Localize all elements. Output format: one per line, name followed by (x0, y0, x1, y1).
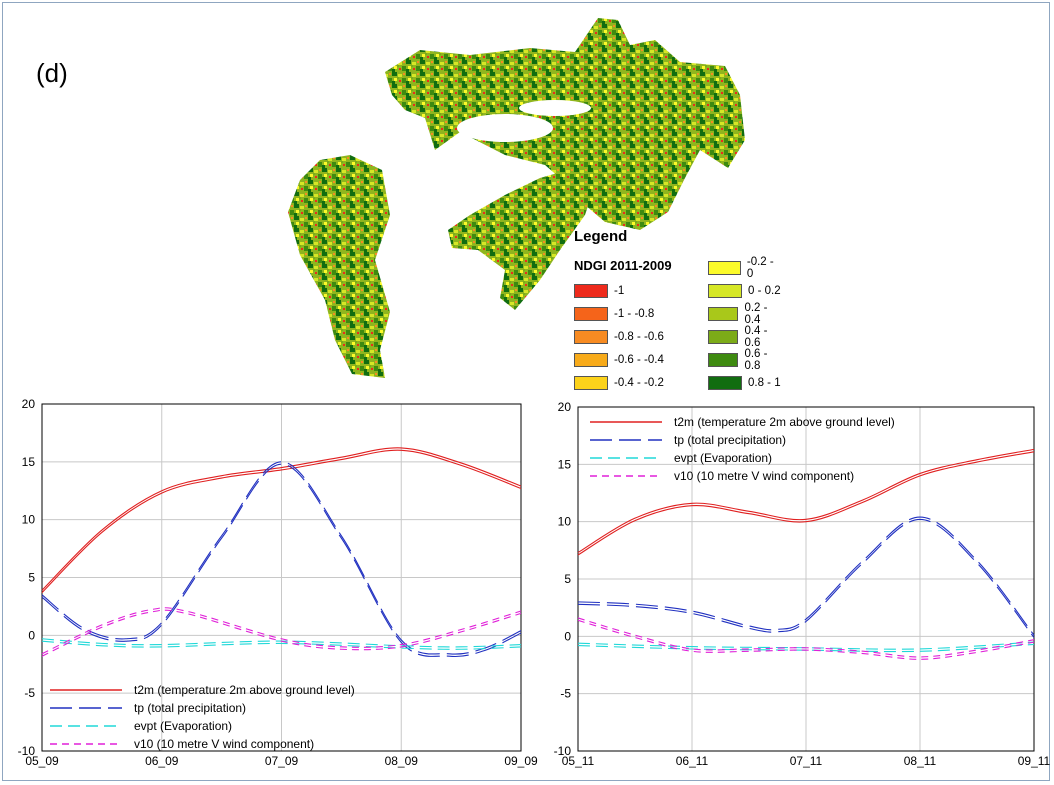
legend-label: -0.6 - -0.4 (614, 354, 664, 366)
legend-label: -1 - -0.8 (614, 308, 655, 320)
y-tick-label: 20 (558, 400, 572, 414)
x-tick-label: 06_09 (145, 754, 179, 768)
series-line (41, 607, 522, 655)
y-tick-label: -5 (24, 686, 35, 700)
legend-swatch (708, 330, 739, 344)
series-line (41, 640, 522, 650)
legend-entry: tp (total precipitation) (674, 433, 786, 447)
series-line (577, 516, 1035, 636)
y-tick-label: 0 (564, 629, 571, 643)
map-holes (457, 100, 591, 142)
series-line (41, 447, 522, 591)
legend-swatch (574, 307, 608, 321)
legend-label: -0.8 - -0.6 (614, 331, 664, 343)
legend-label: -0.2 - 0 (746, 256, 774, 280)
legend-swatch (574, 353, 608, 367)
legend-class: 0.8 - 1 (708, 375, 781, 391)
legend-entry: t2m (temperature 2m above ground level) (674, 415, 895, 429)
y-tick-label: -5 (560, 687, 571, 701)
y-tick-label: 20 (22, 397, 36, 411)
y-tick-label: 5 (564, 572, 571, 586)
legend-entry: tp (total precipitation) (134, 701, 246, 715)
legend-swatch (708, 284, 742, 298)
legend-swatch (574, 284, 608, 298)
legend-label: -1 (614, 285, 625, 297)
series-line (577, 619, 1035, 660)
legend-class: 0.2 - 0.4 (708, 302, 782, 326)
series-line (41, 463, 522, 658)
series-line (41, 449, 522, 593)
legend-swatch (574, 376, 608, 390)
legend-label: 0.2 - 0.4 (744, 302, 768, 326)
plot-area (577, 406, 1035, 752)
legend-label: 0.6 - 0.8 (744, 348, 768, 372)
series-line (577, 641, 1035, 650)
legend-entry: t2m (temperature 2m above ground level) (134, 683, 355, 697)
series-line (577, 617, 1035, 658)
series-line (41, 461, 522, 655)
legend-swatch (574, 330, 608, 344)
x-tick-label: 09_09 (504, 754, 538, 768)
legend-class: -0.8 - -0.6 (574, 329, 664, 345)
legend-class: -1 (574, 283, 624, 299)
y-tick-label: 15 (22, 455, 36, 469)
ndgi-map (288, 18, 745, 378)
y-tick-label: -10 (554, 744, 572, 758)
plot-area (41, 403, 522, 752)
y-tick-label: 10 (558, 515, 572, 529)
legend-entry: v10 (10 metre V wind component) (134, 737, 314, 751)
x-tick-label: 07_09 (265, 754, 299, 768)
legend-label: 0.4 - 0.6 (744, 325, 768, 349)
series-line (577, 518, 1035, 638)
y-tick-label: -10 (18, 744, 36, 758)
series-line (577, 643, 1035, 653)
x-tick-label: 05_09 (25, 754, 59, 768)
x-tick-label: 07_11 (790, 754, 823, 768)
legend-label: 0 - 0.2 (748, 285, 781, 297)
x-tick-label: 08_11 (904, 754, 937, 768)
x-tick-label: 06_11 (676, 754, 709, 768)
legend-class: -0.6 - -0.4 (574, 352, 664, 368)
legend-title: Legend (574, 228, 628, 245)
series-line (577, 448, 1035, 554)
x-tick-label: 05_11 (562, 754, 595, 768)
legend-entry: evpt (Evaporation) (674, 451, 772, 465)
legend-entry: evpt (Evaporation) (134, 719, 232, 733)
legend-swatch (708, 353, 739, 367)
legend-class: 0.6 - 0.8 (708, 348, 782, 372)
legend-class: 0.4 - 0.6 (708, 325, 782, 349)
legend-class: -0.2 - 0 (708, 256, 782, 280)
legend-class: -0.4 - -0.2 (574, 375, 664, 391)
legend-swatch (708, 261, 741, 275)
legend-class: 0 - 0.2 (708, 283, 781, 299)
series-line (577, 451, 1035, 556)
x-tick-label: 08_09 (385, 754, 419, 768)
panel-label: (d) (36, 58, 68, 88)
x-tick-label: 09_11 (1018, 754, 1051, 768)
y-tick-label: 15 (558, 457, 572, 471)
legend-entry: v10 (10 metre V wind component) (674, 469, 854, 483)
map-regions (288, 18, 745, 378)
series-line (41, 609, 522, 657)
legend-class: -1 - -0.8 (574, 306, 654, 322)
legend-swatch (708, 307, 739, 321)
legend-swatch (708, 376, 742, 390)
legend-subtitle: NDGI 2011-2009 (574, 258, 672, 273)
legend-label: -0.4 - -0.2 (614, 377, 664, 389)
map-legend: Legend NDGI 2011-2009 -1 -1 - -0.8 -0.8 - … (572, 226, 782, 391)
y-tick-label: 5 (28, 571, 35, 585)
y-tick-label: 0 (28, 628, 35, 642)
y-tick-label: 10 (22, 513, 36, 527)
legend-label: 0.8 - 1 (748, 377, 781, 389)
